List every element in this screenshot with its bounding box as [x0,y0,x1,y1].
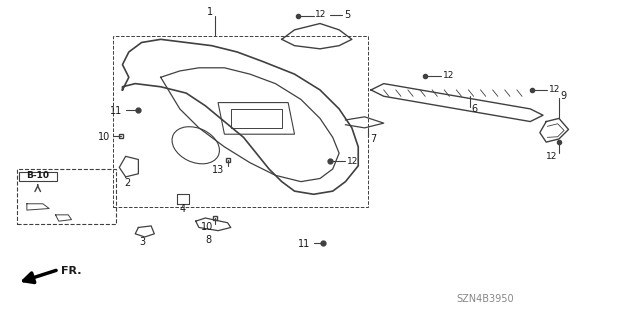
Text: 10: 10 [201,222,213,233]
Text: 6: 6 [472,104,478,114]
Text: 12: 12 [549,85,561,94]
Text: B-10: B-10 [26,171,49,181]
Text: 4: 4 [180,204,186,213]
Text: 12: 12 [315,10,326,19]
Text: SZN4B3950: SZN4B3950 [457,293,515,304]
Text: 12: 12 [546,152,557,161]
Bar [113,36,368,207]
Text: 13: 13 [212,165,224,174]
Text: 7: 7 [370,134,376,144]
Text: 2: 2 [124,178,131,188]
Text: 12: 12 [443,71,454,80]
Text: 12: 12 [348,157,359,166]
Text: 10: 10 [97,132,109,142]
Text: 3: 3 [140,237,146,247]
FancyBboxPatch shape [19,172,57,181]
Text: 9: 9 [561,91,567,101]
Text: 1: 1 [207,7,214,18]
Text: 8: 8 [205,235,212,245]
Text: 11: 11 [298,239,310,249]
Text: FR.: FR. [61,266,81,276]
Bar [17,169,116,224]
Text: 5: 5 [344,10,351,20]
Text: 11: 11 [110,107,122,116]
